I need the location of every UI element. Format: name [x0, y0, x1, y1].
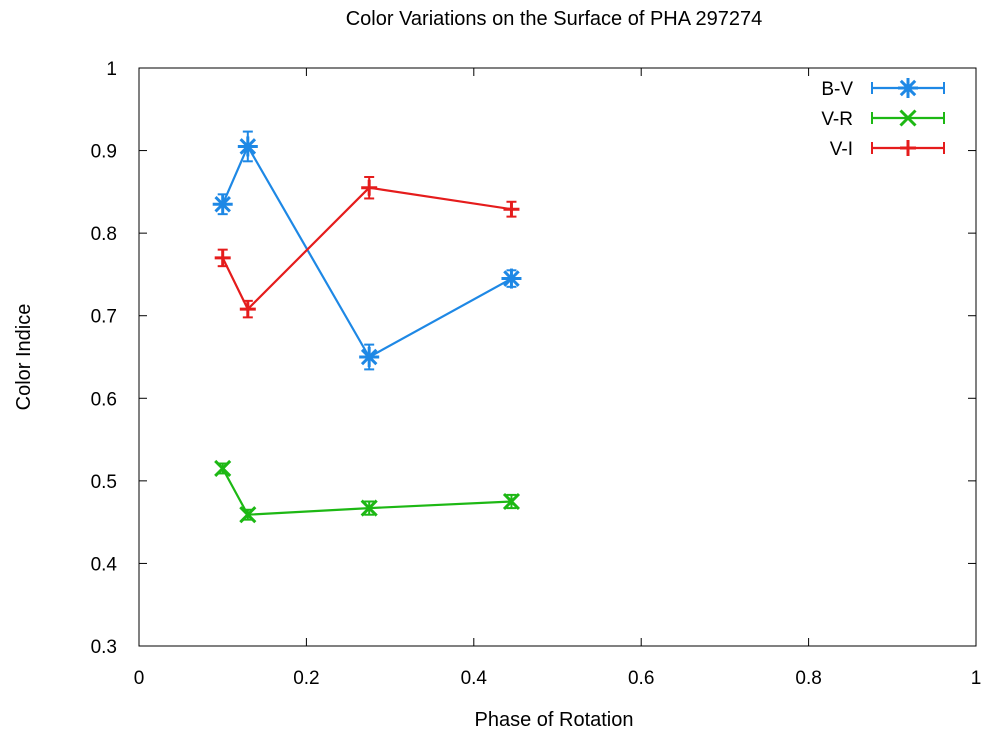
x-tick-label: 0 [134, 668, 145, 689]
marker-stroke [239, 138, 257, 155]
data-point [502, 492, 521, 511]
legend-label: B-V [821, 79, 853, 100]
chart-title: Color Variations on the Surface of PHA 2… [346, 8, 763, 30]
series-B-V [212, 130, 522, 371]
y-axis-label: Color Indice [13, 304, 35, 411]
data-point [212, 194, 233, 215]
x-tick-label: 0.6 [628, 668, 654, 689]
legend-marker [900, 140, 916, 156]
series-line [221, 186, 512, 311]
y-tick-label: 1 [106, 59, 117, 80]
marker-stroke [503, 270, 520, 287]
marker-stroke [239, 506, 257, 524]
data-point [503, 201, 520, 218]
legend-marker [899, 109, 917, 127]
marker-stroke [502, 492, 521, 511]
x-axis-ticks: 0 0.2 0.4 0.6 0.8 1 [134, 68, 981, 689]
marker-stroke [360, 499, 378, 517]
plot-frame [138, 67, 977, 647]
data-point [214, 249, 231, 266]
legend-marker-stroke [899, 109, 917, 127]
marker-stroke [214, 195, 231, 213]
y-tick-label: 0.3 [91, 637, 117, 658]
x-tick-label: 0.4 [461, 668, 488, 689]
y-tick-label: 0.9 [91, 142, 117, 163]
legend: B-V V-R V-I [821, 78, 945, 160]
series-V-R [214, 459, 521, 524]
y-tick-label: 0.8 [91, 224, 117, 245]
x-tick-label: 1 [971, 668, 981, 689]
series-layer [212, 130, 522, 524]
data-point [361, 179, 378, 196]
legend-label: V-I [830, 139, 853, 160]
data-point [501, 268, 522, 289]
x-tick-label: 0.8 [795, 668, 821, 689]
x-tick-label: 0.2 [293, 668, 319, 689]
y-tick-label: 0.7 [91, 307, 117, 328]
data-point [237, 136, 258, 157]
legend-marker [898, 78, 918, 98]
data-point [214, 459, 232, 478]
series-line [221, 145, 513, 359]
data-point [359, 347, 380, 367]
series-line [221, 467, 512, 516]
y-tick-label: 0.6 [91, 389, 117, 410]
data-point [239, 301, 256, 318]
data-point [360, 499, 378, 517]
legend-marker-stroke [899, 79, 917, 97]
y-axis-ticks: 0.3 0.4 0.5 0.6 0.7 0.8 0.9 1 [91, 59, 976, 658]
y-tick-label: 0.4 [91, 554, 118, 575]
legend-label: V-R [821, 109, 853, 130]
series-V-I [214, 175, 520, 319]
marker-stroke [214, 459, 232, 478]
marker-stroke [360, 348, 378, 366]
y-tick-label: 0.5 [91, 472, 117, 493]
data-point [239, 506, 257, 524]
x-axis-label: Phase of Rotation [475, 709, 634, 731]
